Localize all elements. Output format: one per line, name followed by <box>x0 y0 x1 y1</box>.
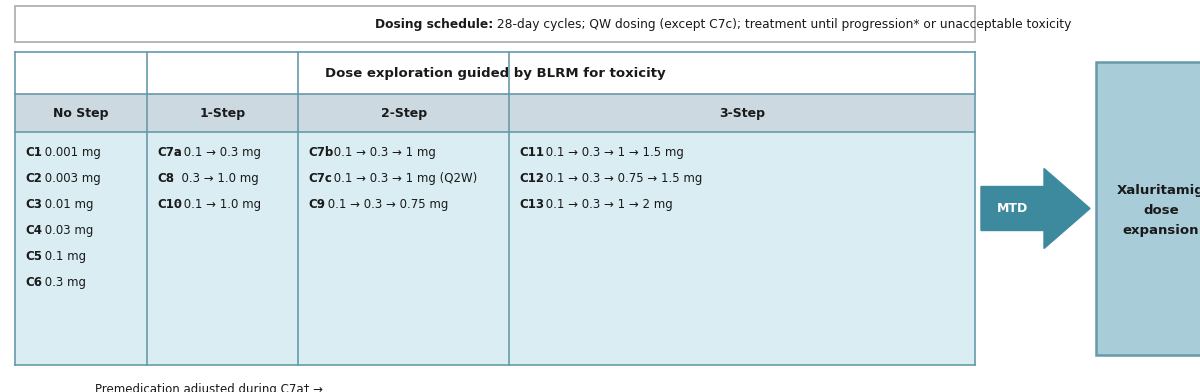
Text: C3: C3 <box>25 198 42 211</box>
Text: C2: C2 <box>25 172 42 185</box>
Text: dose: dose <box>1144 204 1178 217</box>
Text: C10: C10 <box>157 198 182 211</box>
Text: 3-Step: 3-Step <box>719 107 766 120</box>
Bar <box>14 6 974 42</box>
Text: :  0.3 → 1.0 mg: : 0.3 → 1.0 mg <box>169 172 258 185</box>
Text: MTD: MTD <box>997 202 1028 215</box>
Text: : 0.1 → 1.0 mg: : 0.1 → 1.0 mg <box>175 198 260 211</box>
Text: C6: C6 <box>25 276 42 289</box>
Text: Dose exploration guided by BLRM for toxicity: Dose exploration guided by BLRM for toxi… <box>325 67 665 80</box>
Text: Xaluritamig: Xaluritamig <box>1117 184 1200 197</box>
Text: C13: C13 <box>520 198 545 211</box>
Text: : 0.1 → 0.3 → 1 → 2 mg: : 0.1 → 0.3 → 1 → 2 mg <box>538 198 672 211</box>
Text: C7a: C7a <box>157 146 182 159</box>
Text: C7b: C7b <box>308 146 334 159</box>
Text: : 0.1 mg: : 0.1 mg <box>37 250 86 263</box>
Text: : 0.3 mg: : 0.3 mg <box>37 276 86 289</box>
Text: Premedication adjusted during C7a† →: Premedication adjusted during C7a† → <box>95 383 323 392</box>
Text: C11: C11 <box>520 146 545 159</box>
Text: : 0.1 → 0.3 → 1 mg: : 0.1 → 0.3 → 1 mg <box>326 146 437 159</box>
Text: C1: C1 <box>25 146 42 159</box>
Text: : 0.01 mg: : 0.01 mg <box>37 198 94 211</box>
Text: : 0.1 → 0.3 → 0.75 → 1.5 mg: : 0.1 → 0.3 → 0.75 → 1.5 mg <box>538 172 702 185</box>
Bar <box>14 132 974 365</box>
Polygon shape <box>982 169 1090 249</box>
Text: C8: C8 <box>157 172 174 185</box>
Text: No Step: No Step <box>54 107 109 120</box>
Text: : 0.1 → 0.3 → 1 → 1.5 mg: : 0.1 → 0.3 → 1 → 1.5 mg <box>538 146 684 159</box>
Bar <box>1096 62 1200 355</box>
Bar <box>14 94 974 132</box>
Bar <box>14 52 974 94</box>
Text: : 0.1 → 0.3 → 0.75 mg: : 0.1 → 0.3 → 0.75 mg <box>320 198 449 211</box>
Text: : 0.03 mg: : 0.03 mg <box>37 224 94 237</box>
Text: 2-Step: 2-Step <box>380 107 427 120</box>
Text: : 0.003 mg: : 0.003 mg <box>37 172 101 185</box>
Text: C5: C5 <box>25 250 42 263</box>
Text: C9: C9 <box>308 198 325 211</box>
Text: : 0.1 → 0.3 → 1 mg (Q2W): : 0.1 → 0.3 → 1 mg (Q2W) <box>326 172 478 185</box>
Text: C7c: C7c <box>308 172 332 185</box>
Text: expansion: expansion <box>1123 224 1199 237</box>
Text: : 0.1 → 0.3 mg: : 0.1 → 0.3 mg <box>175 146 260 159</box>
Text: 1-Step: 1-Step <box>199 107 246 120</box>
Text: 28-day cycles; QW dosing (except C7c); treatment until progression* or unaccepta: 28-day cycles; QW dosing (except C7c); t… <box>493 18 1072 31</box>
Text: : 0.001 mg: : 0.001 mg <box>37 146 101 159</box>
Text: C4: C4 <box>25 224 42 237</box>
Text: C12: C12 <box>520 172 545 185</box>
Text: Dosing schedule:: Dosing schedule: <box>374 18 493 31</box>
